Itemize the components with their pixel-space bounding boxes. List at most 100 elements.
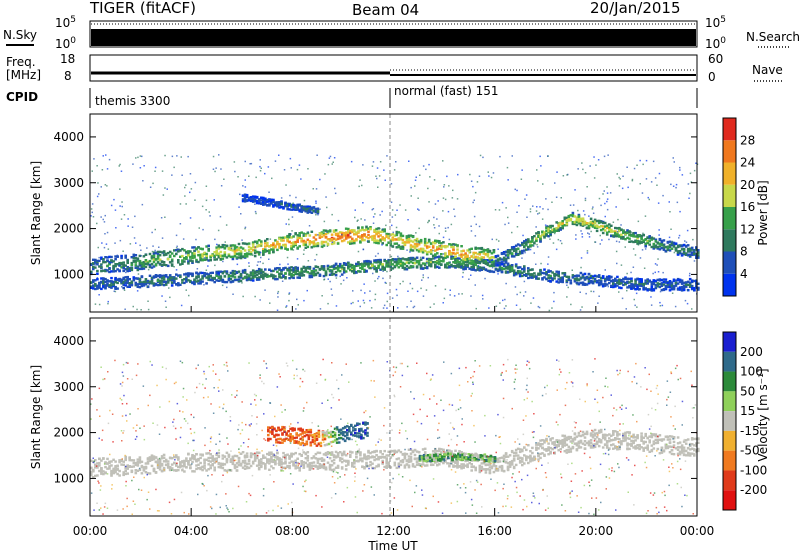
scatter-cell xyxy=(235,465,239,469)
scatter-cell xyxy=(405,268,409,271)
scatter-cell xyxy=(312,274,316,277)
scatter-cell xyxy=(521,241,524,245)
scatter-cell xyxy=(150,280,154,283)
noise-cell xyxy=(663,249,665,251)
scatter-cell xyxy=(470,255,473,258)
scatter-cell xyxy=(270,460,273,463)
scatter-cell xyxy=(241,198,245,201)
noise-cell xyxy=(415,176,417,178)
noise-cell xyxy=(576,283,578,286)
noise-cell xyxy=(537,305,540,308)
scatter-cell xyxy=(355,459,358,463)
noise-cell xyxy=(334,264,336,267)
scatter-cell xyxy=(229,271,233,275)
noise-cell xyxy=(532,297,535,299)
scatter-cell xyxy=(187,262,190,265)
scatter-cell xyxy=(334,229,338,232)
scatter-cell xyxy=(527,240,530,244)
scatter-cell xyxy=(618,228,621,231)
scatter-cell xyxy=(138,267,142,271)
noise-cell xyxy=(330,272,332,274)
scatter-cell xyxy=(266,203,269,207)
scatter-cell xyxy=(377,235,380,238)
scatter-cell xyxy=(249,452,253,455)
scatter-cell xyxy=(395,261,399,264)
noise-cell xyxy=(383,169,385,171)
scatter-cell xyxy=(187,254,190,257)
scatter-cell xyxy=(518,274,522,278)
noise-cell xyxy=(179,203,182,205)
noise-cell xyxy=(429,176,431,178)
noise-cell xyxy=(328,157,331,159)
scatter-cell xyxy=(605,275,609,279)
scatter-cell xyxy=(310,461,314,465)
scatter-cell xyxy=(355,263,358,266)
noise-cell xyxy=(553,300,555,303)
scatter-cell xyxy=(207,278,210,281)
scatter-cell xyxy=(298,208,301,211)
scatter-cell xyxy=(644,279,647,282)
scatter-cell xyxy=(458,263,461,267)
scatter-cell xyxy=(215,274,218,277)
scatter-cell xyxy=(243,461,247,465)
scatter-cell xyxy=(427,240,431,243)
scatter-cell xyxy=(361,235,364,238)
scatter-cell xyxy=(175,252,178,256)
noise-cell xyxy=(586,252,589,254)
scatter-cell xyxy=(585,276,589,279)
scatter-cell xyxy=(591,277,595,280)
scatter-cell xyxy=(278,457,281,461)
scatter-cell xyxy=(189,259,192,262)
scatter-cell xyxy=(233,250,237,253)
scatter-cell xyxy=(610,280,613,283)
scatter-cell xyxy=(379,234,382,237)
scatter-cell xyxy=(193,278,196,281)
noise-cell xyxy=(654,263,657,265)
scatter-cell xyxy=(347,265,350,269)
scatter-cell xyxy=(624,238,627,241)
scatter-cell xyxy=(217,256,221,259)
scatter-cell xyxy=(278,274,281,278)
scatter-cell xyxy=(306,207,310,210)
noise-cell xyxy=(551,307,553,309)
noise-cell xyxy=(359,179,361,181)
scatter-cell xyxy=(523,267,526,270)
scatter-cell xyxy=(518,270,522,273)
scatter-cell xyxy=(468,248,471,251)
noise-cell xyxy=(228,277,231,279)
noise-cell xyxy=(255,212,257,215)
scatter-cell xyxy=(680,248,684,251)
noise-cell xyxy=(213,199,215,201)
scatter-cell xyxy=(160,457,164,460)
scatter-cell xyxy=(268,199,271,202)
scatter-cell xyxy=(197,463,200,466)
scatter-cell xyxy=(199,280,202,283)
scatter-cell xyxy=(320,464,324,467)
scatter-cell xyxy=(320,232,324,235)
noise-cell xyxy=(378,175,381,177)
scatter-cell xyxy=(680,252,684,256)
scatter-cell xyxy=(610,234,613,238)
scatter-cell xyxy=(128,268,131,272)
scatter-cell xyxy=(496,261,500,264)
scatter-cell xyxy=(684,252,688,255)
scatter-cell xyxy=(191,254,194,257)
scatter-cell xyxy=(523,242,526,245)
noise-cell xyxy=(580,257,583,259)
scatter-cell xyxy=(330,270,334,273)
noise-cell xyxy=(645,178,648,180)
scatter-cell xyxy=(102,282,105,285)
scatter-cell xyxy=(518,273,522,276)
scatter-cell xyxy=(168,261,172,264)
scatter-cell xyxy=(344,468,348,471)
noise-cell xyxy=(364,219,366,221)
noise-cell xyxy=(606,186,608,188)
noise-cell xyxy=(636,306,638,308)
scatter-cell xyxy=(90,263,93,266)
scatter-cell xyxy=(140,267,144,271)
scatter-cell xyxy=(527,245,530,249)
scatter-cell xyxy=(510,268,514,271)
scatter-cell xyxy=(640,237,643,241)
noise-cell xyxy=(475,307,477,310)
scatter-cell xyxy=(114,265,117,268)
